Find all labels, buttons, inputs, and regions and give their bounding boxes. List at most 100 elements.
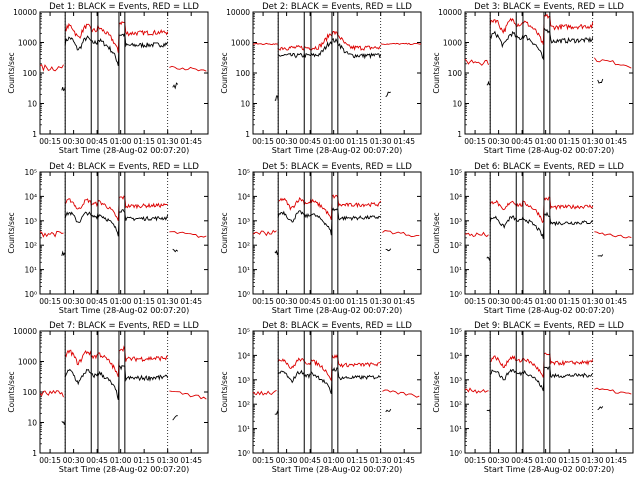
y-tick-label: 1000 [443,39,462,48]
x-tick-label: 01:00 [323,137,345,146]
x-tick-label: 01:15 [558,297,580,306]
panel-det-7: Det 7: BLACK = Events, RED = LLD 1 10 100 10… [7,321,209,474]
series-lld-post-segment [169,65,207,72]
series-events-pre-fragment [61,419,66,425]
series-line-lld [490,352,594,378]
series-lld-post-segment [594,57,632,69]
y-tick-label: 1000 [18,39,37,48]
series-lld-pre-segment [464,58,489,66]
x-tick-label: 01:45 [605,297,627,306]
series-lld-pre-segment [39,230,64,238]
panel-title: Det 2: BLACK = Events, RED = LLD [262,2,412,12]
y-tick-label: 1 [32,449,37,458]
y-tick-label: 10000 [226,8,250,17]
y-tick-label: 100 [236,69,251,78]
x-axis-label: Start Time (28-Aug-02 00:07:20) [484,306,615,315]
series-line-events [64,364,169,401]
x-tick-label: 00:15 [252,137,274,146]
y-axis-label: Counts/sec [220,371,229,412]
panel-title: Det 6: BLACK = Events, RED = LLD [474,162,624,172]
y-tick-label: 100 [448,69,463,78]
y-tick-label: 10³ [24,217,37,226]
y-tick-label: 10² [237,400,250,409]
x-tick-label: 00:15 [39,456,61,465]
series-lld-pre-segment [464,387,489,394]
series-line-lld [64,345,168,378]
y-tick-label: 10⁰ [237,449,250,458]
series-lld-pre-segment [39,64,64,72]
y-tick-label: 10¹ [449,425,462,434]
series-events-pre-fragment [274,410,279,415]
x-axis-label: Start Time (28-Aug-02 00:07:20) [59,306,190,315]
x-tick-label: 01:00 [323,297,345,306]
panel-det-8: Det 8: BLACK = Events, RED = LLD 10⁰ 10¹ 10… [220,321,422,474]
series-events-pre-fragment [486,409,491,413]
series-line-events [64,32,169,67]
series-events-pre-fragment [274,249,279,256]
plot-frame [252,171,422,295]
x-tick-label: 01:15 [558,137,580,146]
series-lld-post-segment [169,390,207,400]
plot-frame [464,330,634,454]
series-lld-post-segment [380,42,422,45]
series-events-post-fragment [385,248,392,252]
series-events-post-fragment [172,82,179,90]
x-tick-label: 01:30 [370,456,392,465]
x-tick-label: 01:30 [582,456,604,465]
panel-det-3: Det 3: BLACK = Events, RED = LLD 1 10 100 10… [432,2,634,155]
x-tick-label: 01:00 [323,456,345,465]
series-lld-pre-segment [252,390,277,396]
y-tick-label: 10000 [438,8,462,17]
y-axis-label: Counts/sec [7,371,16,412]
x-tick-label: 01:45 [393,456,415,465]
x-axis-label: Start Time (28-Aug-02 00:07:20) [272,146,403,155]
x-tick-label: 00:30 [63,456,85,465]
x-axis-label: Start Time (28-Aug-02 00:07:20) [484,465,615,474]
x-axis-label: Start Time (28-Aug-02 00:07:20) [272,465,403,474]
series-lld-post-segment [169,231,207,238]
x-axis-label: Start Time (28-Aug-02 00:07:20) [59,465,190,474]
series-events-post-fragment [597,78,604,84]
y-axis-label: Counts/sec [7,212,16,253]
x-tick-label: 00:45 [299,297,321,306]
y-tick-label: 10³ [237,376,250,385]
y-tick-label: 10 [27,100,37,109]
y-tick-label: 10⁵ [237,327,250,336]
y-tick-label: 10² [237,241,250,250]
x-tick-label: 00:30 [488,137,510,146]
x-tick-label: 00:30 [488,456,510,465]
series-events-post-fragment [597,254,604,257]
x-tick-label: 00:45 [299,137,321,146]
series-events-pre-fragment [274,95,279,101]
x-tick-label: 00:45 [299,456,321,465]
y-tick-label: 1 [32,130,37,139]
x-tick-label: 01:15 [133,137,155,146]
y-tick-label: 10⁵ [449,168,462,177]
y-tick-label: 10⁰ [449,449,462,458]
x-tick-label: 01:00 [110,297,132,306]
y-tick-label: 10⁰ [24,290,37,299]
panel-det-6: Det 6: BLACK = Events, RED = LLD 10⁰ 10¹ 10… [432,162,634,315]
y-tick-label: 10⁰ [237,290,250,299]
x-tick-label: 00:15 [464,456,486,465]
x-tick-label: 01:45 [180,137,202,146]
y-tick-label: 10⁴ [237,351,250,360]
x-tick-label: 00:15 [39,137,61,146]
x-tick-label: 01:00 [535,297,557,306]
x-tick-label: 01:45 [605,456,627,465]
y-tick-label: 10⁴ [449,351,462,360]
x-tick-label: 01:15 [346,137,368,146]
series-events-pre-fragment [61,86,66,92]
x-tick-label: 01:15 [346,456,368,465]
x-tick-label: 01:30 [582,137,604,146]
series-line-lld [489,196,594,224]
x-tick-label: 01:45 [180,297,202,306]
panel-title: Det 1: BLACK = Events, RED = LLD [49,2,199,12]
x-tick-label: 00:45 [86,137,108,146]
series-lld-post-segment [594,231,632,239]
series-line-lld [277,354,381,382]
series-events-post-fragment [172,248,179,253]
x-tick-label: 00:30 [276,297,298,306]
series-line-lld [278,194,382,221]
